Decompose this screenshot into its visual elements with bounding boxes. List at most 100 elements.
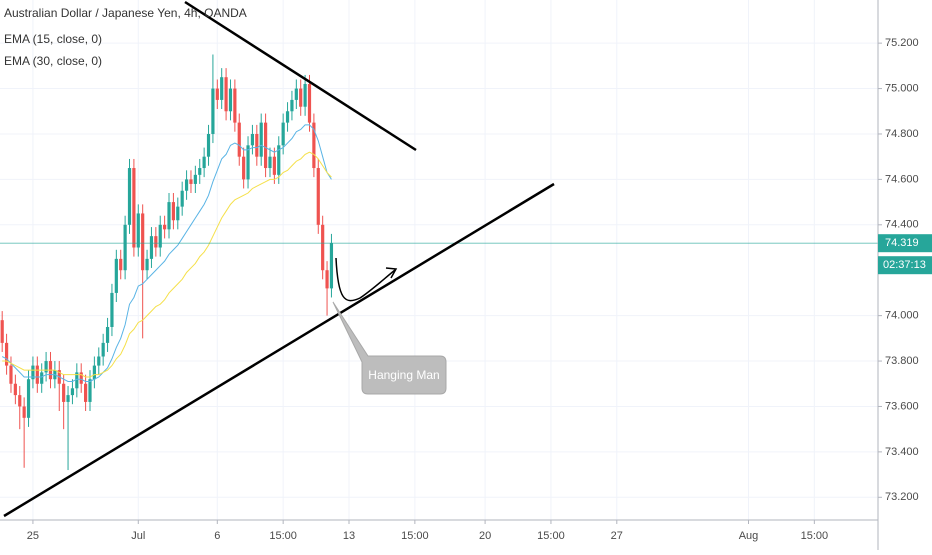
candle-body — [0, 320, 4, 343]
candle-body — [228, 88, 233, 112]
candle-body — [123, 224, 127, 271]
candle-body — [211, 88, 215, 134]
candle-body — [84, 383, 88, 402]
candle-body — [285, 111, 290, 123]
candle-body — [70, 388, 75, 396]
candle-body — [193, 174, 197, 184]
candle-body — [259, 122, 263, 157]
candle-body — [154, 236, 158, 248]
candle-body — [220, 77, 224, 100]
trend-line — [184, 0, 417, 152]
candle-body — [294, 88, 298, 100]
callout — [332, 301, 447, 395]
candle-body — [114, 258, 118, 293]
y-tick-label: 75.000 — [885, 82, 919, 94]
candle-body — [272, 156, 276, 175]
x-tick-label: 15:00 — [801, 530, 829, 542]
legend-entry: EMA (15, close, 0) — [4, 32, 102, 46]
candle-body — [242, 156, 246, 180]
candle-body — [237, 122, 241, 157]
candle-body — [75, 372, 79, 389]
axes: 73.200 73.400 73.600 73.800 74.000 74.400 74.6… — [27, 37, 932, 542]
candle-body — [290, 99, 294, 112]
y-tick-label: 75.200 — [885, 37, 919, 49]
ema-line — [1, 124, 332, 382]
candle-body — [35, 365, 39, 384]
countdown-label: 02:37:13 — [883, 259, 926, 271]
candle-body — [136, 213, 140, 248]
candle-body — [110, 292, 114, 327]
candle-body — [167, 202, 171, 230]
candle-body — [312, 122, 316, 169]
y-tick-label: 74.800 — [885, 128, 919, 140]
x-tick-label: 6 — [214, 530, 220, 542]
candle-body — [206, 133, 211, 157]
candle-body — [163, 224, 167, 230]
y-tick-label: 74.400 — [885, 219, 919, 231]
arrow-curve — [335, 257, 396, 302]
y-tick-label: 73.400 — [885, 446, 919, 458]
grid — [0, 0, 878, 520]
candle-body — [141, 213, 145, 271]
callout-text: Hanging Man — [368, 368, 439, 382]
y-tick-label: 74.000 — [885, 310, 919, 322]
candle-body — [224, 77, 228, 112]
candle-body — [66, 395, 70, 402]
candle-body — [40, 372, 44, 384]
candle-body — [31, 365, 35, 380]
countdown-box — [878, 256, 932, 275]
x-tick-label: 13 — [343, 530, 355, 542]
trend-line — [3, 182, 555, 518]
candle-body — [255, 133, 259, 157]
candle-body — [307, 84, 312, 123]
candle-body — [18, 395, 22, 407]
candle-body — [180, 190, 184, 207]
candle-body — [233, 88, 237, 123]
candle-body — [145, 258, 149, 271]
candle-body — [189, 179, 193, 184]
legend-entry: EMA (30, close, 0) — [4, 54, 102, 68]
x-tick-label: Aug — [739, 530, 759, 542]
x-tick-label: 20 — [479, 530, 491, 542]
candle-body — [277, 145, 281, 175]
candle-body — [246, 145, 250, 180]
candle-body — [198, 168, 202, 175]
arrow-head — [385, 267, 398, 279]
candle-body — [171, 202, 176, 221]
last-price-label: 74.319 — [885, 237, 919, 249]
candle-body — [132, 168, 136, 248]
x-tick-label: 25 — [27, 530, 39, 542]
y-tick-label: 74.600 — [885, 173, 919, 185]
candle-body — [321, 224, 325, 271]
candle-body — [263, 122, 268, 169]
candle-body — [158, 224, 162, 248]
candle-body — [127, 168, 132, 225]
candle-body — [281, 122, 285, 146]
candle-body — [13, 383, 17, 396]
candle-body — [9, 365, 13, 384]
candle-body — [88, 379, 92, 402]
candle-body — [4, 342, 9, 366]
candle-body — [119, 258, 123, 271]
candle-body — [299, 88, 303, 107]
candle-body — [105, 326, 110, 343]
candle-body — [250, 133, 255, 146]
y-tick-label: 73.200 — [885, 491, 919, 503]
x-tick-label: 15:00 — [537, 530, 565, 542]
last-price-box — [878, 234, 932, 253]
x-tick-label: 15:00 — [269, 530, 297, 542]
candle-body — [202, 156, 206, 169]
chart-title: Australian Dollar / Japanese Yen, 4h, OA… — [4, 6, 247, 20]
candle-body — [329, 242, 334, 289]
candle-body — [92, 365, 96, 380]
candle-body — [184, 179, 189, 191]
plot — [0, 54, 878, 471]
candle-body — [44, 361, 48, 373]
candle-body — [215, 88, 219, 100]
ema-line — [2, 151, 332, 378]
x-tick-label: 15:00 — [401, 530, 429, 542]
candle-body — [22, 406, 26, 418]
candle-body — [149, 236, 154, 259]
